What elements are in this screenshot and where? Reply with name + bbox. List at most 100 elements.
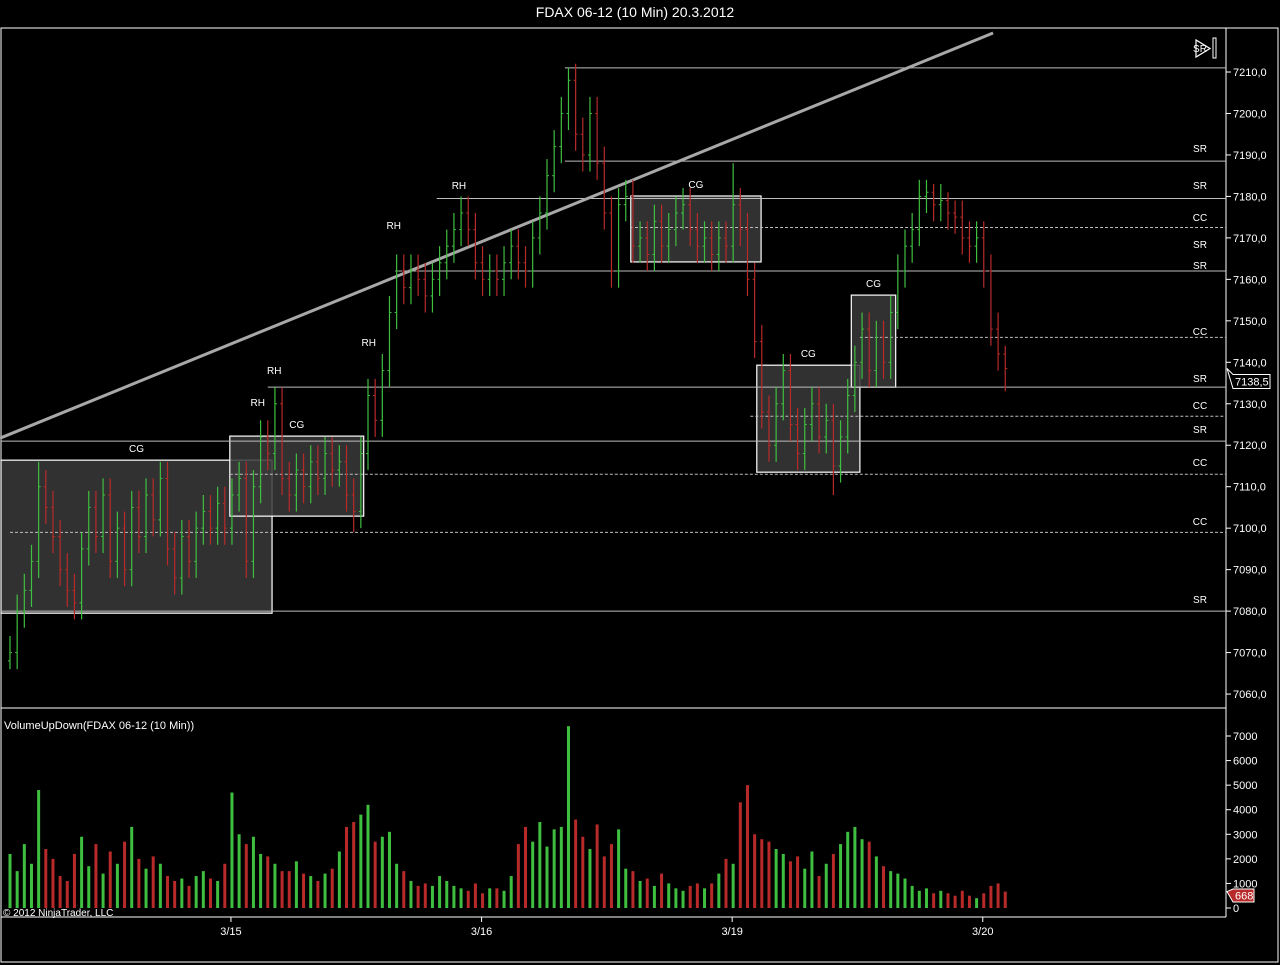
volume-bar [645, 878, 649, 908]
volume-bar [946, 893, 950, 908]
box-label: CG [289, 420, 304, 431]
volume-bar [323, 873, 327, 908]
volume-bar [166, 876, 170, 908]
volume-bar [531, 841, 535, 908]
volume-bar [115, 863, 119, 908]
volume-bar [903, 878, 907, 908]
level-label: SR [1193, 44, 1207, 55]
level-label: SR [1193, 144, 1207, 155]
y-tick-label: 7130,0 [1233, 399, 1267, 411]
volume-bar [910, 885, 914, 908]
volume-bar [967, 895, 971, 908]
volume-bar [244, 844, 248, 908]
rh-marker: RH [267, 366, 281, 377]
volume-bar [180, 878, 184, 908]
volume-bar [545, 846, 549, 908]
volume-bar [631, 871, 635, 908]
volume-bar [72, 853, 76, 908]
levels-layer [0, 31, 1226, 612]
volume-bar [101, 873, 105, 908]
consolidation-box [850, 294, 897, 388]
volume-bar [237, 834, 241, 908]
level-label: SR [1193, 181, 1207, 192]
volume-bar [681, 890, 685, 908]
volume-bar [824, 863, 828, 908]
volume-bar [366, 804, 370, 908]
indicator-label: VolumeUpDown(FDAX 06-12 (10 Min)) [4, 720, 194, 732]
volume-bar [731, 863, 735, 908]
y-tick-label: 7210,0 [1233, 67, 1267, 79]
volume-bar [287, 871, 291, 908]
last-volume-value: 668 [1235, 891, 1253, 903]
volume-bar [753, 834, 757, 908]
volume-bar [216, 880, 220, 908]
volume-bar [201, 871, 205, 908]
volume-bar [975, 898, 979, 908]
volume-bar [144, 868, 148, 908]
volume-bar [638, 880, 642, 908]
volume-bar [932, 893, 936, 908]
volume-bar [337, 851, 341, 908]
volume-bar [996, 883, 1000, 908]
volume-bar [882, 866, 886, 908]
volume-bar [767, 841, 771, 908]
consolidation-box [630, 195, 762, 263]
volume-bar [266, 856, 270, 908]
rh-marker: RH [452, 181, 466, 192]
volume-bar [781, 853, 785, 908]
volume-y-tick-label: 4000 [1233, 805, 1257, 817]
volume-bar [387, 831, 391, 908]
play-to-end-icon[interactable] [1195, 37, 1217, 59]
copyright-text: © 2012 NinjaTrader, LLC [3, 908, 113, 919]
level-label: CC [1193, 458, 1207, 469]
volume-bar [58, 876, 62, 908]
volume-bar [438, 876, 442, 908]
volume-y-tick-label: 2000 [1233, 854, 1257, 866]
volume-bar [581, 836, 585, 908]
volume-bar [395, 863, 399, 908]
last-price-value: 7138,5 [1235, 377, 1269, 389]
volume-bar [831, 853, 835, 908]
volume-y-tick-label: 0 [1233, 903, 1239, 915]
volume-bar [473, 883, 477, 908]
volume-bar [373, 841, 377, 908]
volume-bar [44, 849, 48, 908]
volume-bar [380, 836, 384, 908]
volume-bar [688, 885, 692, 908]
volume-bar [352, 822, 356, 908]
y-tick-label: 7090,0 [1233, 565, 1267, 577]
volume-y-tick-label: 5000 [1233, 780, 1257, 792]
volume-bar [745, 785, 749, 908]
volume-bar [8, 853, 12, 908]
volume-bar [817, 876, 821, 908]
volume-y-tick-label: 3000 [1233, 829, 1257, 841]
volume-bar [22, 844, 26, 908]
volume-bar [280, 871, 284, 908]
level-label: SR [1193, 240, 1207, 251]
x-tick-label: 3/19 [721, 926, 742, 938]
volume-bar [695, 883, 699, 908]
volume-bar [595, 824, 599, 908]
volume-bar [674, 888, 678, 908]
volume-bar [208, 878, 212, 908]
volume-bar [430, 885, 434, 908]
volume-bar [867, 841, 871, 908]
volume-bar [960, 890, 964, 908]
axes-layer: 7060,0 7070,0 7080,0 7090,0 7100,0 7110,0 7120… [220, 67, 1271, 938]
volume-bar [724, 858, 728, 908]
volume-bar [29, 863, 33, 908]
volume-bar [788, 861, 792, 908]
level-label: SR [1193, 595, 1207, 606]
volume-bar [294, 861, 298, 908]
volume-bar [810, 851, 814, 908]
volume-bar [559, 826, 563, 908]
volume-bar [1003, 891, 1007, 908]
volume-bar [953, 895, 957, 908]
rh-marker: RH [361, 338, 375, 349]
volume-bar [259, 853, 263, 908]
level-label: CC [1193, 213, 1207, 224]
volume-bar [574, 819, 578, 908]
y-tick-label: 7140,0 [1233, 357, 1267, 369]
chart-title: FDAX 06-12 (10 Min) 20.3.2012 [535, 4, 735, 20]
